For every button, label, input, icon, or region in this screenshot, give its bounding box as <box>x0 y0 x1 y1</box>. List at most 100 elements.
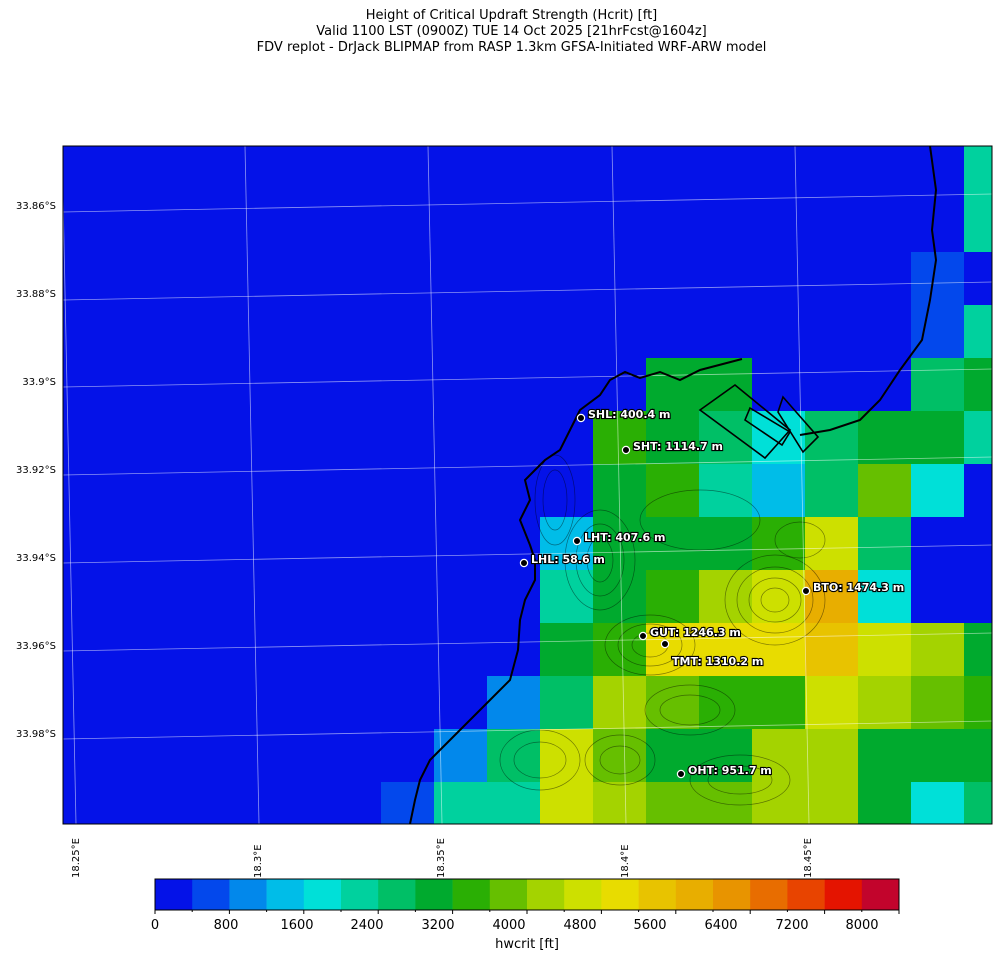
heatmap-cell <box>434 729 488 783</box>
colorbar-tick-7200: 7200 <box>775 918 809 933</box>
heatmap-cell <box>434 570 488 624</box>
heatmap-cell <box>964 464 992 518</box>
lon-label-18-30: 18.3°E <box>253 844 264 878</box>
heatmap-cell <box>328 305 382 359</box>
hcrit-heatmap-cells <box>63 146 992 824</box>
heatmap-cell <box>699 623 753 677</box>
heatmap-cell <box>540 252 594 306</box>
heatmap-cell <box>911 570 965 624</box>
heatmap-cell <box>275 570 329 624</box>
heatmap-cell <box>805 411 859 465</box>
heatmap-cell <box>275 411 329 465</box>
latitude-line <box>63 632 992 652</box>
longitude-line <box>611 146 627 824</box>
lat-label-33-98: 33.98°S <box>16 729 56 740</box>
heatmap-cell <box>540 729 594 783</box>
graticule-lines <box>63 146 992 824</box>
heatmap-cell <box>169 570 223 624</box>
station-marker <box>572 536 582 546</box>
heatmap-cell <box>646 199 700 253</box>
heatmap-cell <box>540 358 594 412</box>
heatmap-cell <box>381 146 435 200</box>
heatmap-cell <box>381 464 435 518</box>
lat-label-33-88: 33.88°S <box>16 289 56 300</box>
colorbar-swatch <box>229 879 267 910</box>
heatmap-cell <box>699 199 753 253</box>
heatmap-cell <box>646 252 700 306</box>
heatmap-cell <box>593 146 647 200</box>
heatmap-cell <box>222 146 276 200</box>
heatmap-cell <box>699 146 753 200</box>
longitude-line <box>427 146 443 824</box>
heatmap-cell <box>381 411 435 465</box>
heatmap-cell <box>858 570 912 624</box>
heatmap-cell <box>646 782 700 824</box>
colorbar-tick-2400: 2400 <box>350 918 384 933</box>
heatmap-cell <box>434 464 488 518</box>
heatmap-cell <box>116 517 170 571</box>
lon-label-18-25: 18.25°E <box>71 838 82 878</box>
station-label: SHT: 1114.7 m <box>633 440 723 453</box>
heatmap-cell <box>964 570 992 624</box>
heatmap-cell <box>593 199 647 253</box>
heatmap-cell <box>540 570 594 624</box>
heatmap-cell <box>116 676 170 730</box>
heatmap-cell <box>434 305 488 359</box>
colorbar-swatch <box>564 879 602 910</box>
station-label: LHL: 58.6 m <box>531 553 605 566</box>
colorbar-swatch <box>341 879 379 910</box>
station-markers: SHL: 400.4 m SHT: 1114.7 m LHT: 407.6 m LHL… <box>519 407 905 779</box>
heatmap-cell <box>593 623 647 677</box>
heatmap-cell <box>169 782 223 824</box>
heatmap-cell <box>328 782 382 824</box>
heatmap-cell <box>540 623 594 677</box>
title-line-3: FDV replot - DrJack BLIPMAP from RASP 1.… <box>256 40 767 55</box>
longitude-line <box>794 146 810 824</box>
heatmap-cell <box>911 464 965 518</box>
heatmap-cell <box>63 782 117 824</box>
heatmap-cell <box>63 517 117 571</box>
heatmap-cell <box>222 252 276 306</box>
heatmap-cell <box>434 146 488 200</box>
colorbar-swatch <box>489 879 528 910</box>
heatmap-cell <box>858 252 912 306</box>
heatmap-cell <box>699 411 753 465</box>
colorbar-tick-0: 0 <box>150 918 160 933</box>
heatmap-cell <box>540 782 594 824</box>
heatmap-cell <box>752 199 806 253</box>
colorbar-tick-1600: 1600 <box>280 918 314 933</box>
latitude-line <box>63 544 992 564</box>
colorbar-tick-6400: 6400 <box>704 918 738 933</box>
heatmap-cell <box>964 146 992 200</box>
heatmap-cell <box>805 570 859 624</box>
heatmap-cell <box>116 464 170 518</box>
heatmap-cell <box>487 305 541 359</box>
lon-label-18-35: 18.35°E <box>436 838 447 878</box>
heatmap-cell <box>699 305 753 359</box>
heatmap-cell <box>222 517 276 571</box>
heatmap-cell <box>752 517 806 571</box>
heatmap-cell <box>699 464 753 518</box>
heatmap-cell <box>646 305 700 359</box>
colorbar-swatch <box>415 879 453 910</box>
heatmap-cell <box>858 464 912 518</box>
heatmap-cell <box>699 676 753 730</box>
colorbar-tick-3200: 3200 <box>421 918 455 933</box>
colorbar-tick-4000: 4000 <box>492 918 526 933</box>
heatmap-cell <box>911 252 965 306</box>
heatmap-cell <box>434 411 488 465</box>
heatmap-cell <box>699 358 753 412</box>
heatmap-cell <box>434 517 488 571</box>
heatmap-cell <box>434 199 488 253</box>
heatmap-cell <box>222 729 276 783</box>
heatmap-cell <box>699 729 753 783</box>
heatmap-cell <box>858 676 912 730</box>
heatmap-cell <box>222 623 276 677</box>
heatmap-cell <box>381 782 435 824</box>
heatmap-cell <box>646 623 700 677</box>
heatmap-cell <box>858 411 912 465</box>
heatmap-cell <box>805 517 859 571</box>
heatmap-cell <box>381 623 435 677</box>
longitude-line <box>63 175 77 824</box>
colorbar-label: hwcrit [ft] <box>495 937 559 952</box>
